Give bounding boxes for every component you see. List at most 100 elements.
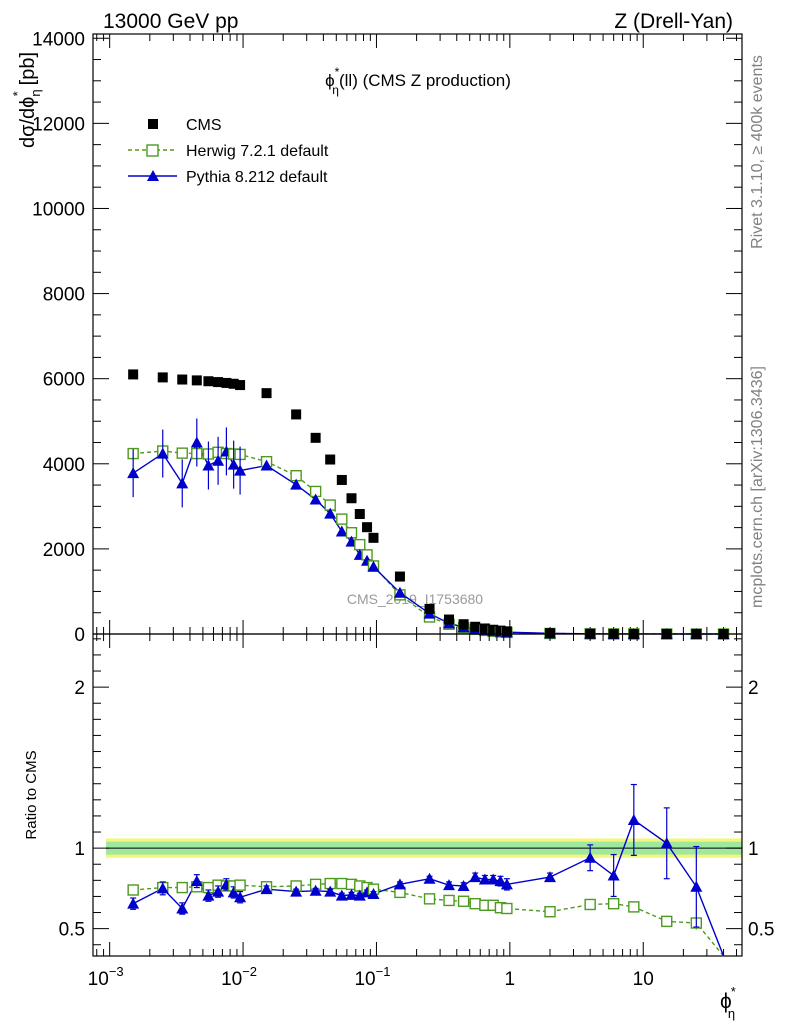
mcplots-label: mcplots.cern.ch [arXiv:1306.3436]	[749, 366, 766, 608]
herwig-point	[336, 513, 348, 525]
pythia-ratio-point	[500, 878, 513, 890]
pythia-ratio-point	[487, 873, 500, 885]
pythia-ratio-point	[212, 885, 225, 897]
analysis-watermark: CMS_2019_I1753680	[347, 591, 483, 607]
pythia-point	[324, 507, 337, 519]
x-tick-label: 1	[505, 969, 516, 990]
pythia-ratio-point	[227, 886, 240, 898]
x-axis-label-sup: *	[731, 984, 736, 999]
herwig-ratio-point	[176, 881, 188, 894]
cms-point	[261, 388, 272, 399]
cms-point	[424, 603, 435, 614]
plot-title-sup: *	[335, 65, 340, 79]
cms-point	[394, 571, 405, 582]
y-tick-label-right: 0.5	[748, 920, 774, 941]
plot-title-symbol: ϕ	[325, 71, 335, 90]
top-y-ticks: 0 2000 4000 6000 8000 10000 12000 14000	[32, 29, 742, 646]
pythia-ratio-point	[469, 871, 482, 883]
x-tick-label-base: 10	[88, 969, 109, 990]
cms-point	[346, 493, 357, 504]
pythia-point	[234, 464, 247, 476]
pythia-ratio-point	[478, 873, 491, 885]
legend-entry-herwig: Herwig 7.2.1 default	[128, 143, 329, 160]
pythia-ratio-point	[156, 882, 169, 894]
cms-point	[235, 380, 246, 391]
bottom-ylabel: Ratio to CMS	[23, 750, 40, 839]
legend-label-herwig: Herwig 7.2.1 default	[186, 143, 329, 160]
cms-point	[545, 628, 556, 639]
pythia-ratio-point	[627, 813, 640, 825]
cms-point	[128, 369, 139, 380]
legend-entry-cms: CMS	[148, 117, 222, 134]
cms-point	[362, 522, 373, 533]
pythia-ratio-point	[690, 880, 703, 892]
y-tick-label: 8000	[43, 285, 85, 306]
x-tick-label-exponent: −3	[109, 964, 124, 979]
top-ylabel: dσ/dϕη* [pb]	[10, 52, 43, 148]
herwig-ratio-point	[234, 879, 246, 891]
y-tick-label: 2000	[43, 540, 85, 561]
y-tick-label: 12000	[32, 114, 85, 135]
pythia-ratio-point	[202, 889, 215, 901]
legend-marker-pythia	[147, 170, 159, 181]
pythia-ratio-point	[607, 869, 620, 881]
pythia-ratio-point	[190, 875, 203, 887]
herwig-ratio-point	[336, 877, 348, 890]
x-axis-label-sub: η	[728, 1006, 735, 1021]
pythia-ratio-point	[176, 902, 189, 914]
rivet-version-label: Rivet 3.1.10, ≥ 400k events	[749, 55, 766, 249]
pythia-point	[212, 454, 225, 466]
cms-point	[495, 625, 506, 636]
bottom-x-ticks: 10−3 10−2 10−1 1 10	[88, 634, 737, 990]
cms-point	[157, 372, 168, 383]
legend-marker-herwig	[146, 144, 159, 157]
legend-label-cms: CMS	[186, 117, 222, 134]
pythia-ratio-point	[309, 884, 322, 896]
x-tick-label-base: 10	[221, 969, 242, 990]
x-tick-label: 10−1	[354, 964, 390, 990]
pythia-point	[309, 493, 322, 505]
y-tick-label: 4000	[43, 455, 85, 476]
pythia-point	[290, 478, 303, 490]
pythia-ratio-point	[324, 885, 337, 897]
y-tick-label-right: 2	[748, 678, 759, 699]
y-tick-label: 0	[74, 625, 85, 646]
cms-point	[191, 375, 202, 386]
pythia-point	[367, 560, 380, 572]
process-label: Z (Drell-Yan)	[614, 10, 733, 33]
bottom-panel: 0.5 0.51 12 2 10−3 10−2 10−1 1 10 Ratio to CMS	[23, 633, 774, 990]
pythia-ratio-point	[290, 885, 303, 897]
cms-point	[458, 619, 469, 630]
cms-point	[291, 409, 302, 420]
cms-point	[203, 376, 214, 387]
pythia-point	[156, 447, 169, 459]
cms-point	[213, 377, 224, 388]
cms-point	[310, 432, 321, 443]
herwig-ratio-point	[457, 895, 470, 907]
top-ylabel-sup: *	[10, 91, 25, 96]
cms-point	[501, 626, 512, 637]
legend-marker-cms	[148, 119, 158, 129]
bottom-y-ticks: 0.5 0.5 1 1 2 2	[59, 638, 774, 946]
pythia-ratio-point	[234, 891, 247, 903]
pythia-ratio-point	[367, 888, 380, 900]
x-tick-label: 10−2	[221, 964, 257, 990]
legend-label-pythia: Pythia 8.212 default	[186, 169, 328, 186]
herwig-ratio-point	[469, 897, 481, 910]
y-tick-label-right: 1	[748, 839, 759, 860]
pythia-ratio-point	[584, 851, 597, 863]
pythia-ratio-point	[335, 889, 348, 901]
pythia-ratio-point	[660, 837, 673, 849]
y-tick-label: 2	[74, 678, 85, 699]
ratio-uncertainty-band	[106, 838, 742, 858]
legend-entry-pythia: Pythia 8.212 default	[128, 169, 328, 186]
cms-point	[488, 624, 499, 635]
pythia-ratio-point	[544, 871, 557, 883]
cms-point	[354, 509, 365, 519]
cms-point	[470, 621, 481, 632]
herwig-ratio-point	[584, 898, 596, 911]
herwig-ratio-point	[443, 894, 455, 907]
cms-point	[221, 377, 232, 388]
